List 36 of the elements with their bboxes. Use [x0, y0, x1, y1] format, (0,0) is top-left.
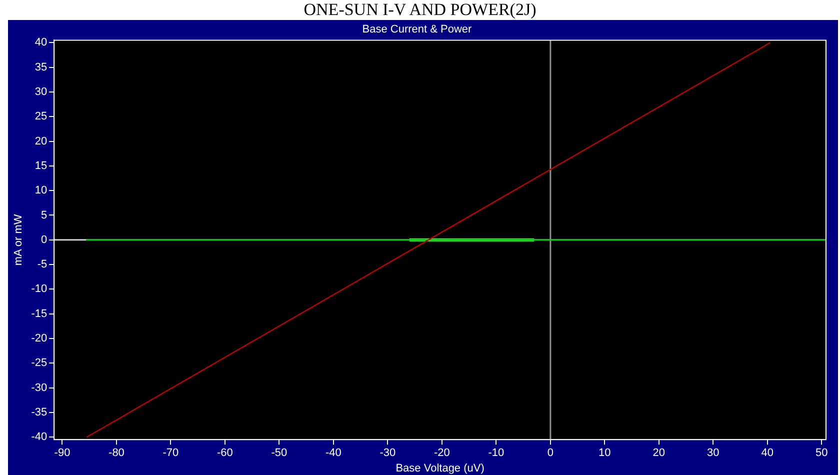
y-tick-label: 10 [34, 184, 48, 197]
y-tick-label: -5 [37, 258, 48, 271]
x-tick-label: -30 [380, 447, 396, 460]
x-axis-title: Base Voltage (uV) [396, 462, 484, 474]
x-tick-label: 50 [816, 447, 828, 460]
y-tick-label: -25 [31, 357, 48, 370]
y-tick-label: -40 [31, 431, 48, 444]
y-tick-label: 40 [34, 36, 48, 49]
x-tick-label: 20 [652, 447, 666, 460]
y-tick-label: 35 [34, 61, 48, 74]
y-tick-label: 5 [40, 209, 48, 222]
x-tick-label: -60 [217, 447, 233, 460]
x-tick-label: -70 [162, 447, 179, 460]
x-tick-label: -50 [271, 447, 288, 460]
y-tick-label: 25 [34, 110, 48, 123]
x-tick-label: 0 [547, 447, 554, 460]
x-tick-label: 30 [707, 447, 720, 460]
y-tick-label: -30 [31, 382, 48, 394]
y-tick-label: 30 [34, 86, 48, 98]
y-tick-label: 20 [34, 135, 48, 148]
y-tick-label: -20 [31, 332, 48, 345]
y-tick-label: -10 [31, 283, 48, 296]
x-tick-label: 40 [761, 447, 774, 460]
chart-title: ONE-SUN I-V AND POWER(2J) [302, 0, 538, 20]
y-tick-label: -15 [31, 308, 48, 320]
y-tick-label: 0 [40, 234, 48, 246]
y-tick-label: -35 [31, 406, 48, 419]
x-tick-label: -40 [326, 447, 342, 460]
chart-subtitle: Base Current & Power [362, 24, 472, 36]
y-axis-title: mA or mW [12, 214, 25, 266]
x-tick-label: -10 [488, 447, 504, 460]
x-tick-label: -90 [54, 447, 70, 460]
y-tick-label: 15 [34, 160, 48, 172]
x-tick-label: -80 [108, 447, 124, 460]
x-tick-label: 10 [598, 447, 611, 460]
x-tick-label: -20 [434, 447, 450, 460]
